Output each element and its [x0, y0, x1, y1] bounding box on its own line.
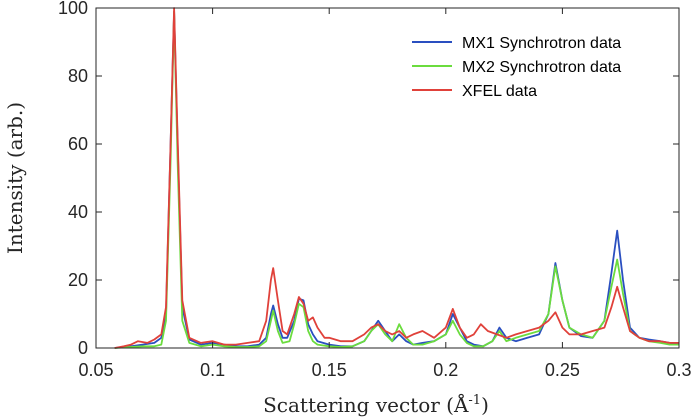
- axes-layer: 0.05 0.1 0.15 0.2 0.25 0.3 0 20 40 60 80 100: [58, 0, 692, 380]
- x-tick-label: 0.2: [433, 360, 458, 380]
- legend-label-3: XFEL data: [462, 83, 537, 100]
- plot-area: [96, 8, 679, 348]
- y-tick-label: 0: [78, 338, 88, 358]
- x-tick-label: 0.3: [666, 360, 691, 380]
- x-axis-title: Scattering vector (Å-1): [263, 392, 489, 417]
- axes-frame: [95, 7, 680, 349]
- y-tick-label: 60: [68, 134, 88, 154]
- y-tick-label: 100: [58, 0, 88, 18]
- y-axis-title: Intensity (arb.): [3, 102, 27, 254]
- series-layer: [114, 7, 680, 349]
- legend-label-1: MX1 Synchrotron data: [462, 35, 621, 52]
- x-axis-title-superscript: -1: [468, 393, 481, 408]
- series-line-3: [114, 7, 679, 349]
- series-line-2: [114, 10, 679, 349]
- x-tick-label: 0.1: [200, 360, 225, 380]
- plot-background: [96, 8, 679, 348]
- y-tick-label: 20: [68, 270, 88, 290]
- x-axis-title-close: ): [481, 393, 489, 417]
- x-tick-label: 0.05: [78, 360, 113, 380]
- y-tick-label: 80: [68, 66, 88, 86]
- x-tick-label: 0.25: [545, 360, 580, 380]
- legend-label-2: MX2 Synchrotron data: [462, 59, 621, 76]
- x-axis-title-main: Scattering vector (Å: [263, 392, 469, 417]
- legend: MX1 Synchrotron data MX2 Synchrotron data…: [412, 35, 621, 100]
- x-tick-label: 0.15: [312, 360, 347, 380]
- y-tick-label: 40: [68, 202, 88, 222]
